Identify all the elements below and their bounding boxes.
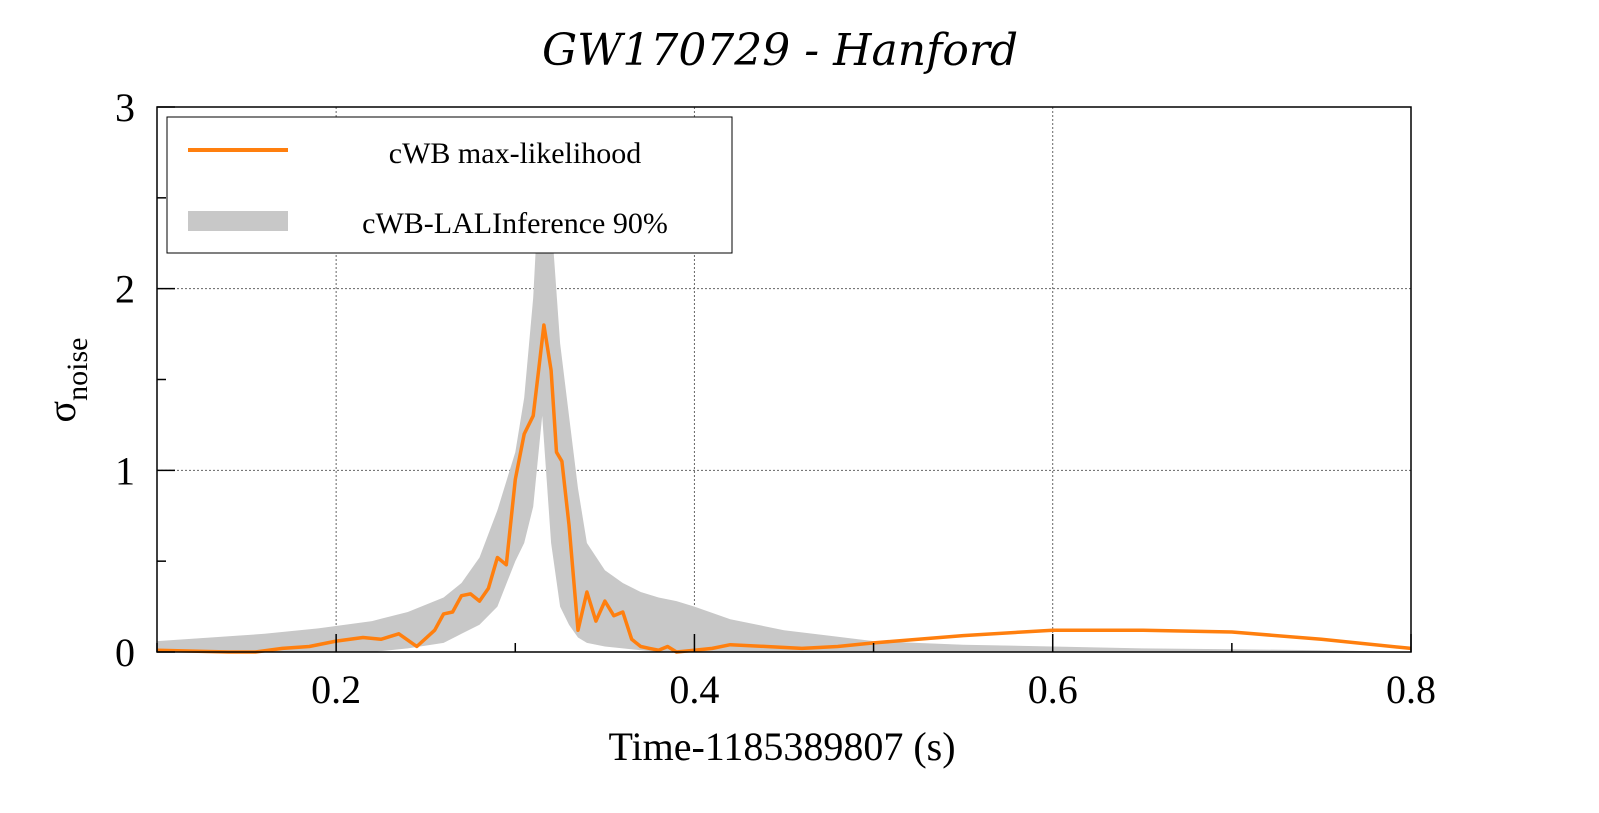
legend-label-band: cWB-LALInference 90%	[362, 207, 668, 240]
x-axis-label: Time-1185389807 (s)	[608, 724, 955, 769]
svg-text:σnoise: σnoise	[39, 338, 94, 423]
line-layer	[156, 323, 1412, 654]
legend: cWB max-likelihood cWB-LALInference 90%	[166, 116, 733, 254]
x-tick-label: 0.2	[311, 667, 361, 712]
legend-label-max-likelihood: cWB max-likelihood	[389, 137, 641, 170]
grid	[157, 107, 1411, 652]
y-tick-label: 3	[115, 85, 135, 130]
x-tick-label: 0.4	[669, 667, 719, 712]
y-axis-label: σnoise	[39, 338, 94, 423]
y-tick-label: 0	[115, 630, 135, 675]
y-tick-label: 1	[115, 448, 135, 493]
legend-swatch-band	[188, 211, 288, 231]
x-tick-label: 0.8	[1386, 667, 1436, 712]
y-axis-subscript: noise	[61, 338, 94, 401]
ticks: 0.2 0.4 0.6 0.8 0 1 2 3	[115, 85, 1436, 712]
y-tick-label: 2	[115, 267, 135, 312]
y-axis-symbol: σ	[39, 401, 84, 423]
chart-title: GW170729 - Hanford	[542, 25, 1018, 76]
line-series-cwb-max-likelihood	[156, 323, 1412, 654]
x-tick-label: 0.6	[1028, 667, 1078, 712]
